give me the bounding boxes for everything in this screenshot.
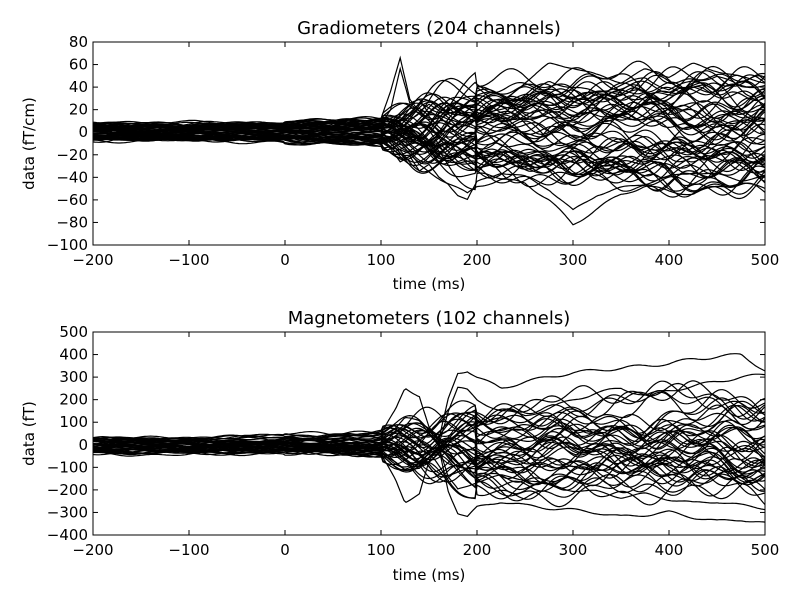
x-axis-label: time (ms) <box>393 566 466 584</box>
x-tick-label: −100 <box>168 541 209 559</box>
x-tick-label: 400 <box>655 251 684 269</box>
x-tick-label: 0 <box>280 541 290 559</box>
x-axis-label: time (ms) <box>393 275 466 293</box>
y-tick-label: 300 <box>59 368 88 386</box>
channel-trace <box>93 71 765 129</box>
series-line <box>93 55 765 130</box>
plot-frame <box>92 331 766 536</box>
x-tick-label: 0 <box>280 251 290 269</box>
x-tick-label: 300 <box>559 541 588 559</box>
chart-title: Gradiometers (204 channels) <box>297 18 561 39</box>
channel-trace <box>93 397 765 446</box>
channel-trace <box>93 434 765 480</box>
channel-trace <box>93 446 765 506</box>
y-tick-label: 60 <box>69 56 88 74</box>
y-axis-label: data (fT/cm) <box>20 97 38 190</box>
y-tick-label: 0 <box>78 436 88 454</box>
y-tick-label: 500 <box>59 323 88 341</box>
x-tick-label: 100 <box>367 251 396 269</box>
y-tick-label: −40 <box>56 168 88 186</box>
chart-title: Magnetometers (102 channels) <box>288 308 571 329</box>
y-tick-label: −80 <box>56 213 88 231</box>
x-tick-label: 300 <box>559 251 588 269</box>
y-tick-label: −100 <box>47 236 88 254</box>
x-tick-label: 500 <box>751 541 780 559</box>
series-line <box>93 62 765 131</box>
channel-trace <box>93 380 765 441</box>
channel-trace <box>93 87 765 134</box>
y-tick-label: 20 <box>69 101 88 119</box>
x-tick-label: 200 <box>463 251 492 269</box>
magnetometers-panel: −200 −100 0 100 200 300 400 500 −400 −300 −200 −100… <box>20 308 779 584</box>
x-tick-label: −200 <box>72 251 113 269</box>
channel-trace <box>93 404 765 449</box>
channel-trace <box>93 448 765 500</box>
y-axis-label: data (fT) <box>20 401 38 466</box>
channel-trace <box>93 81 765 132</box>
y-tick-label: 100 <box>59 413 88 431</box>
series-line <box>93 373 765 447</box>
channel-trace <box>93 98 765 140</box>
y-tick-label: −300 <box>47 503 88 521</box>
x-tick-label: 100 <box>367 541 396 559</box>
traces-group <box>93 55 765 226</box>
channel-trace <box>93 435 765 478</box>
series-line <box>93 445 765 523</box>
channel-trace <box>93 133 765 173</box>
channel-trace <box>93 66 765 130</box>
series-line <box>93 134 765 226</box>
plot-frame <box>92 41 766 246</box>
y-tick-label: −60 <box>56 191 88 209</box>
traces-group <box>93 353 765 523</box>
y-tick-label: 0 <box>78 123 88 141</box>
channel-trace <box>93 119 765 153</box>
y-tick-label: 400 <box>59 346 88 364</box>
y-tick-label: −100 <box>47 458 88 476</box>
x-tick-label: −100 <box>168 251 209 269</box>
y-tick-label: −400 <box>47 526 88 544</box>
gradiometers-panel: −200 −100 0 100 200 300 400 500−100−80−60−40−20… <box>20 18 779 293</box>
channel-trace <box>93 135 765 188</box>
x-tick-label: 200 <box>463 541 492 559</box>
y-tick-label: 40 <box>69 78 88 96</box>
x-tick-label: −200 <box>72 541 113 559</box>
x-tick-label: 500 <box>751 251 780 269</box>
series-line <box>93 444 765 511</box>
series-line <box>93 353 765 443</box>
x-tick-label: 400 <box>655 541 684 559</box>
series-line <box>93 133 765 211</box>
y-tick-label: 80 <box>69 33 88 51</box>
y-tick-label: 200 <box>59 391 88 409</box>
y-tick-label: −20 <box>56 146 88 164</box>
y-tick-label: −200 <box>47 481 88 499</box>
